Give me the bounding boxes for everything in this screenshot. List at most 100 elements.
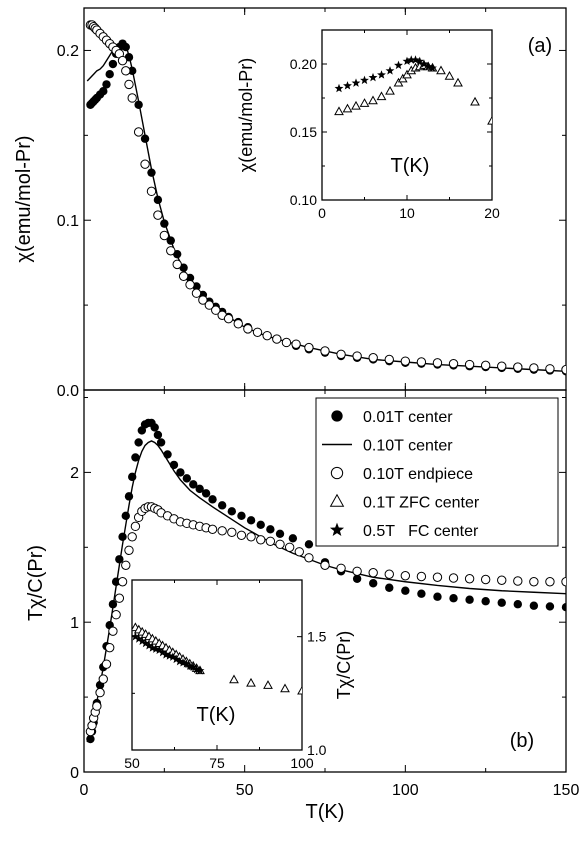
- panel-b-ylabel: Tχ/C(Pr): [25, 545, 47, 621]
- panel-b-xtick-label: 150: [553, 782, 580, 799]
- 0-10t-endpiece-2-point: [252, 327, 263, 337]
- 0-10t-endpiece-2-point: [384, 569, 394, 579]
- 0-5t-fc-center-1-point: [181, 659, 191, 668]
- 0-10t-endpiece-2-point: [464, 574, 475, 584]
- inset-a-xlabel: T(K): [391, 155, 430, 177]
- 0-10t-endpiece-2-point: [124, 545, 134, 555]
- panel-a-ytick-label: 0.2: [57, 43, 79, 60]
- panel-b-ytick-label: 1: [70, 615, 79, 632]
- 0-5t-fc-center-1-point: [175, 656, 185, 666]
- 0-10t-endpiece-2-point: [121, 560, 131, 570]
- inset-a-data: [334, 55, 492, 125]
- 0-5t-fc-center-1-point: [368, 72, 378, 82]
- 0-10t-endpiece-2-point: [368, 568, 378, 578]
- 0-10t-endpiece-2-point: [124, 79, 134, 90]
- panel-b-ticks: 0 50 100 150 0 1 2: [70, 390, 579, 799]
- 0-10t-endpiece-2-point: [227, 527, 237, 538]
- legend-marker: [329, 493, 345, 507]
- 0-10t-endpiece-2-point: [400, 356, 411, 366]
- 0-01t-center-0-point: [304, 540, 314, 549]
- panel-b-xtick-label: 100: [392, 782, 419, 799]
- inset-a-ylabel: χ(emu/mol-Pr): [236, 58, 256, 172]
- 0-10t-endpiece-2-point: [117, 55, 128, 66]
- 0-10t-endpiece-2-point: [211, 305, 221, 315]
- 0-01t-center-0-point: [369, 579, 378, 588]
- 0-10t-endpiece-2-point: [98, 674, 108, 684]
- 0-10t-endpiece-2-point: [529, 577, 539, 587]
- 0-1t-zfc-center-0-point: [297, 685, 302, 695]
- 0-01t-center-0-point: [147, 168, 156, 177]
- 0-10t-endpiece-2-point: [284, 542, 295, 552]
- panel-b-xtick-label: 50: [236, 782, 254, 799]
- 0-10t-endpiece-2-point: [172, 259, 182, 270]
- 0-01t-center-0-point: [201, 489, 211, 498]
- 0-5t-fc-center-1-point: [144, 641, 154, 650]
- 0-5t-fc-center-1-point: [419, 59, 429, 68]
- 0-1t-zfc-center-0-point: [359, 98, 370, 107]
- 0-1t-zfc-center-0-point: [444, 70, 455, 80]
- inset-a-ytick-label: 0.20: [290, 56, 317, 72]
- 0-10t-endpiece-2-point: [400, 571, 411, 581]
- inset-b-xtick-label: 75: [209, 755, 225, 771]
- 0-5t-fc-center-1-point: [188, 662, 198, 672]
- 0-01t-center-0-point: [417, 589, 426, 598]
- 0-5t-fc-center-1-point: [195, 665, 205, 675]
- inset-a-ytick-label: 0.10: [290, 192, 317, 208]
- 0-01t-center-0-point: [195, 484, 204, 494]
- 0-10t-endpiece-2-point: [127, 93, 137, 103]
- 0-5t-fc-center-1-point: [158, 647, 168, 657]
- 0-1t-zfc-center-0-point: [280, 683, 290, 693]
- 0-1t-zfc-center-0-point: [263, 680, 273, 689]
- 0-5t-fc-center-1-point: [411, 55, 420, 64]
- inset-a-ytick-label: 0.15: [290, 124, 317, 140]
- panel-b-ytick-label: 2: [70, 465, 79, 482]
- panel-a-ytick-label: 0.0: [57, 383, 79, 400]
- 0-10t-endpiece-2-point: [432, 358, 443, 368]
- 0-01t-center-0-point: [131, 453, 140, 462]
- 0-10t-endpiece-2-point: [246, 532, 256, 542]
- 0-5t-fc-center-1-point: [351, 78, 361, 87]
- 0-10t-endpiece-2-point: [236, 530, 247, 541]
- 0-10t-endpiece-2-point: [497, 575, 507, 585]
- inset-b-ylabel: Tχ/C(Pr): [334, 631, 354, 699]
- 0-10t-endpiece-2-point: [352, 351, 362, 361]
- panel-b-data: [85, 418, 566, 744]
- 0-1t-zfc-center-0-point: [334, 106, 344, 116]
- 0-10t-endpiece-2-point: [87, 720, 97, 731]
- 0-5t-fc-center-1-point: [334, 83, 344, 93]
- 0-10t-endpiece-2-point: [108, 626, 118, 636]
- 0-01t-center-0-point: [481, 597, 490, 606]
- 0-01t-center-0-point: [156, 438, 166, 447]
- 0-5t-fc-center-1-point: [154, 645, 164, 655]
- 0-5t-fc-center-1-point: [134, 634, 144, 643]
- 0-10t-endpiece-2-point: [529, 363, 539, 373]
- 0-5t-fc-center-1-point: [171, 654, 181, 664]
- 0-01t-center-0-point: [150, 423, 159, 432]
- 0-10t-endpiece-2-point: [464, 359, 475, 370]
- 0-01t-center-0-point: [121, 511, 130, 521]
- 0-10t-endpiece-2-point: [185, 280, 195, 290]
- 0-10t-endpiece-2-point: [368, 353, 378, 363]
- 0-10t-endpiece-2-point: [204, 300, 215, 310]
- 0-01t-center-0-point: [288, 534, 298, 543]
- 0-1t-zfc-center-0-point: [376, 91, 387, 101]
- 0-01t-center-0-point: [465, 595, 474, 604]
- 0-10t-center-1-line: [86, 41, 566, 373]
- 0-10t-endpiece-2-point: [207, 524, 218, 535]
- 0-10t-endpiece-2-point: [198, 295, 208, 305]
- panel-b-label: (b): [510, 730, 534, 752]
- 0-5t-fc-center-1-point: [168, 652, 178, 661]
- 0-01t-center-0-point: [449, 594, 458, 603]
- 0-10t-endpiece-2-point: [291, 339, 301, 349]
- panel-a: 0.0 0.1 0.2 (a) χ(emu/mol-Pr) 0 10 20 0.10 0.1…: [13, 7, 567, 400]
- 0-1t-zfc-center-0-point: [470, 96, 480, 106]
- 0-10t-endpiece-2-point: [105, 642, 115, 653]
- 0-10t-endpiece-2-point: [448, 358, 459, 369]
- 0-10t-endpiece-2-point: [262, 330, 272, 341]
- 0-01t-center-0-point: [189, 480, 198, 489]
- 0-10t-endpiece-2-point: [497, 361, 507, 371]
- 0-01t-center-0-point: [227, 507, 237, 516]
- 0-10t-endpiece-2-point: [275, 539, 285, 549]
- 0-10t-endpiece-2-point: [281, 337, 292, 348]
- 0-01t-center-0-point: [153, 430, 163, 440]
